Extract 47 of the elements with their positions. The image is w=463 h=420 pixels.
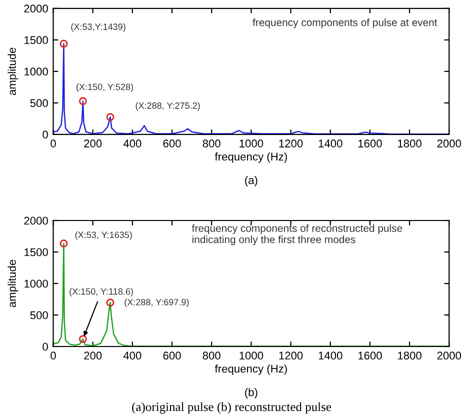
annotation: frequency components of reconstructed pulse indicating only the first three modes — [192, 224, 402, 246]
y-tick-label: 2000 — [24, 216, 48, 225]
x-tick-label: 800 — [202, 352, 220, 360]
y-tick-label: 1000 — [24, 280, 48, 288]
x-tick-label: 2000 — [437, 352, 462, 360]
annotation: (X:150, Y:118.6) — [70, 288, 133, 296]
y-tick-label: 2000 — [24, 4, 48, 13]
y-tick-label: 1500 — [24, 36, 48, 44]
y-axis-title: amplitude — [8, 48, 18, 96]
annotation: frequency components of pulse at event — [252, 18, 438, 28]
y-tick-label: 1500 — [24, 248, 48, 256]
y-tick-label: 0 — [42, 342, 48, 351]
x-tick-label: 0 — [50, 140, 56, 148]
text: (a) — [245, 176, 258, 186]
x-tick-label: 1800 — [398, 352, 422, 360]
y-axis-title: amplitude — [8, 260, 18, 308]
x-tick-label: 400 — [123, 140, 142, 148]
text: (a)original pulse (b) reconstructed pulse — [132, 402, 332, 414]
x-tick-label: 200 — [84, 140, 102, 148]
y-tick-label: 500 — [30, 99, 48, 108]
x-tick-label: 400 — [123, 352, 142, 360]
x-tick-label: 1200 — [279, 352, 303, 360]
x-tick-label: 1000 — [240, 140, 264, 148]
x-tick-label: 1600 — [358, 140, 382, 148]
x-tick-label: 600 — [163, 352, 181, 360]
x-tick-label: 800 — [202, 140, 220, 148]
x-tick-label: 1200 — [279, 140, 303, 148]
annotation: (X:288, Y:697.9) — [124, 298, 189, 308]
x-tick-label: 1400 — [318, 140, 342, 148]
annotation: (X:53,Y:1439) — [71, 23, 126, 32]
x-tick-label: 0 — [50, 352, 56, 360]
x-axis-title: frequency (Hz) — [214, 364, 287, 375]
x-tick-label: 1000 — [240, 352, 264, 360]
x-tick-label: 200 — [84, 352, 102, 360]
x-tick-label: 2000 — [437, 140, 462, 148]
x-tick-label: 1800 — [398, 140, 422, 148]
x-axis-title: frequency (Hz) — [214, 152, 287, 163]
y-tick-label: 500 — [30, 311, 48, 320]
x-tick-label: 1600 — [358, 352, 382, 360]
text: (b) — [245, 388, 258, 398]
annotation: (X:150, Y:528) — [76, 83, 133, 92]
annotation: (X:53, Y:1635) — [75, 231, 132, 240]
x-tick-label: 1400 — [318, 352, 342, 360]
x-tick-label: 600 — [163, 140, 181, 148]
y-tick-label: 0 — [42, 130, 48, 139]
y-tick-label: 1000 — [24, 68, 48, 76]
annotation: (X:288, Y:275.2) — [136, 102, 200, 111]
